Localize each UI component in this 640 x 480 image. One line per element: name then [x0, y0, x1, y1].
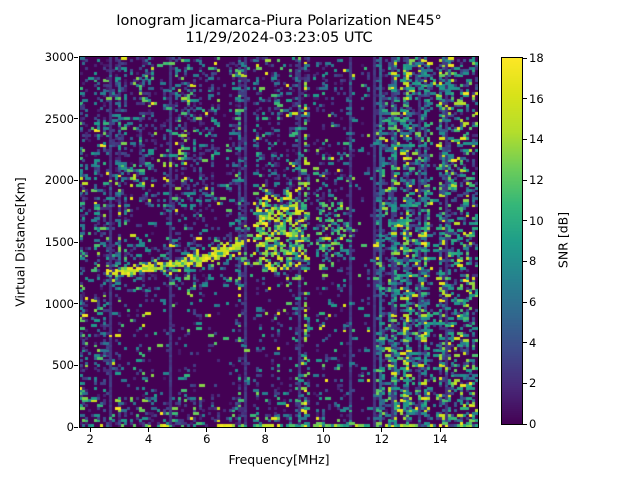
colorbar-tick-label: 14 [529, 132, 544, 147]
y-tick-label: 3000 [44, 50, 74, 64]
x-tick-mark [89, 428, 91, 432]
colorbar [501, 57, 523, 425]
colorbar-tick-mark [523, 382, 527, 384]
colorbar-tick-label: 18 [529, 51, 544, 65]
x-tick-label: 14 [432, 432, 448, 446]
colorbar-tick-mark [523, 423, 527, 425]
x-tick-label: 2 [86, 432, 94, 446]
y-tick-label: 1000 [44, 296, 74, 311]
colorbar-tick-mark [523, 260, 527, 262]
x-tick-label: 8 [261, 432, 269, 446]
y-tick-mark [74, 179, 78, 181]
colorbar-tick-label: 16 [529, 91, 544, 106]
colorbar-canvas [502, 58, 522, 424]
y-tick-mark [74, 118, 78, 120]
colorbar-tick-label: 8 [529, 254, 537, 269]
colorbar-tick-label: 4 [529, 335, 537, 350]
x-tick-label: 10 [316, 432, 331, 446]
colorbar-tick-label: 2 [529, 376, 537, 391]
colorbar-tick-mark [523, 301, 527, 303]
plot-area [79, 56, 479, 428]
x-tick-mark [264, 428, 266, 432]
x-tick-mark [381, 428, 383, 432]
y-tick-label: 0 [66, 420, 74, 434]
x-tick-label: 4 [144, 432, 153, 446]
y-tick-mark [74, 426, 78, 428]
y-tick-label: 2500 [44, 111, 74, 126]
colorbar-tick-label: 0 [529, 417, 537, 431]
chart-subtitle: 11/29/2024-03:23:05 UTC [185, 30, 373, 46]
x-tick-mark [439, 428, 441, 432]
x-axis-label: Frequency[MHz] [228, 452, 330, 467]
y-tick-mark [74, 241, 78, 243]
colorbar-tick-mark [523, 220, 527, 222]
ionogram-heatmap-canvas [80, 57, 478, 427]
colorbar-tick-mark [523, 57, 527, 59]
y-tick-mark [74, 364, 78, 366]
colorbar-label: SNR [dB] [555, 211, 571, 269]
chart-title: Ionogram Jicamarca-Piura Polarization NE… [116, 13, 442, 29]
colorbar-tick-mark [523, 342, 527, 344]
colorbar-tick-mark [523, 138, 527, 140]
x-tick-label: 6 [203, 432, 211, 446]
x-tick-mark [322, 428, 324, 432]
colorbar-tick-label: 6 [529, 295, 537, 309]
y-tick-mark [74, 303, 78, 305]
y-tick-label: 500 [52, 358, 74, 373]
x-tick-label: 12 [374, 432, 390, 446]
y-tick-label: 1500 [44, 235, 74, 249]
y-tick-mark [74, 56, 78, 58]
colorbar-tick-label: 12 [529, 173, 544, 187]
colorbar-tick-label: 10 [529, 213, 544, 228]
y-tick-label: 2000 [44, 173, 74, 188]
x-tick-mark [206, 428, 208, 432]
colorbar-tick-mark [523, 98, 527, 100]
colorbar-tick-mark [523, 179, 527, 181]
y-axis-label: Virtual Distance[Km] [12, 177, 28, 307]
x-tick-mark [148, 428, 150, 432]
